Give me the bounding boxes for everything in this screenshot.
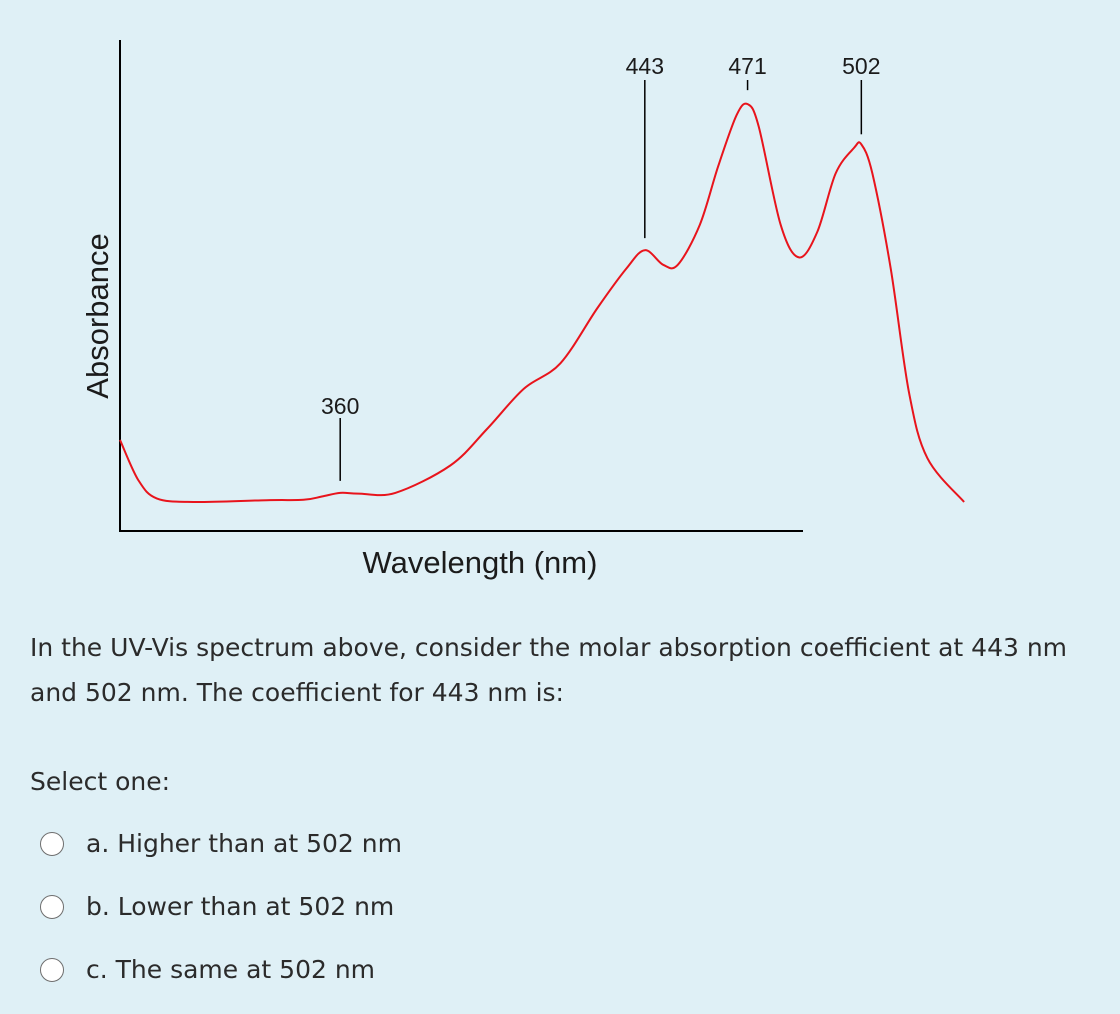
option-a[interactable]: a. Higher than at 502 nm	[40, 812, 402, 875]
x-axis-label: Wavelength (nm)	[363, 545, 598, 580]
option-c-label[interactable]: c. The same at 502 nm	[86, 955, 376, 984]
peak-label-471: 471	[728, 53, 766, 79]
option-b[interactable]: b. Lower than at 502 nm	[40, 875, 402, 938]
peak-annotations: 360 443 471 502	[321, 53, 881, 481]
option-a-label[interactable]: a. Higher than at 502 nm	[86, 829, 402, 858]
answer-options: a. Higher than at 502 nm b. Lower than a…	[40, 812, 402, 1001]
uv-vis-spectrum-chart: 360 443 471 502 Absorbance Wavelength (nm)	[80, 40, 965, 580]
spectrum-line	[119, 102, 965, 504]
option-b-radio[interactable]	[40, 894, 64, 919]
peak-label-502: 502	[842, 53, 880, 79]
peak-label-443: 443	[626, 53, 664, 79]
option-b-label[interactable]: b. Lower than at 502 nm	[86, 892, 395, 921]
select-one-label: Select one:	[30, 767, 171, 796]
option-c[interactable]: c. The same at 502 nm	[40, 938, 402, 1001]
option-a-radio[interactable]	[40, 831, 64, 856]
option-c-radio[interactable]	[40, 957, 64, 982]
peak-label-360: 360	[321, 393, 359, 419]
y-axis-label: Absorbance	[80, 233, 115, 398]
chart-axes	[119, 40, 803, 532]
series-layer	[119, 102, 965, 504]
question-text: In the UV-Vis spectrum above, consider t…	[30, 633, 1068, 707]
